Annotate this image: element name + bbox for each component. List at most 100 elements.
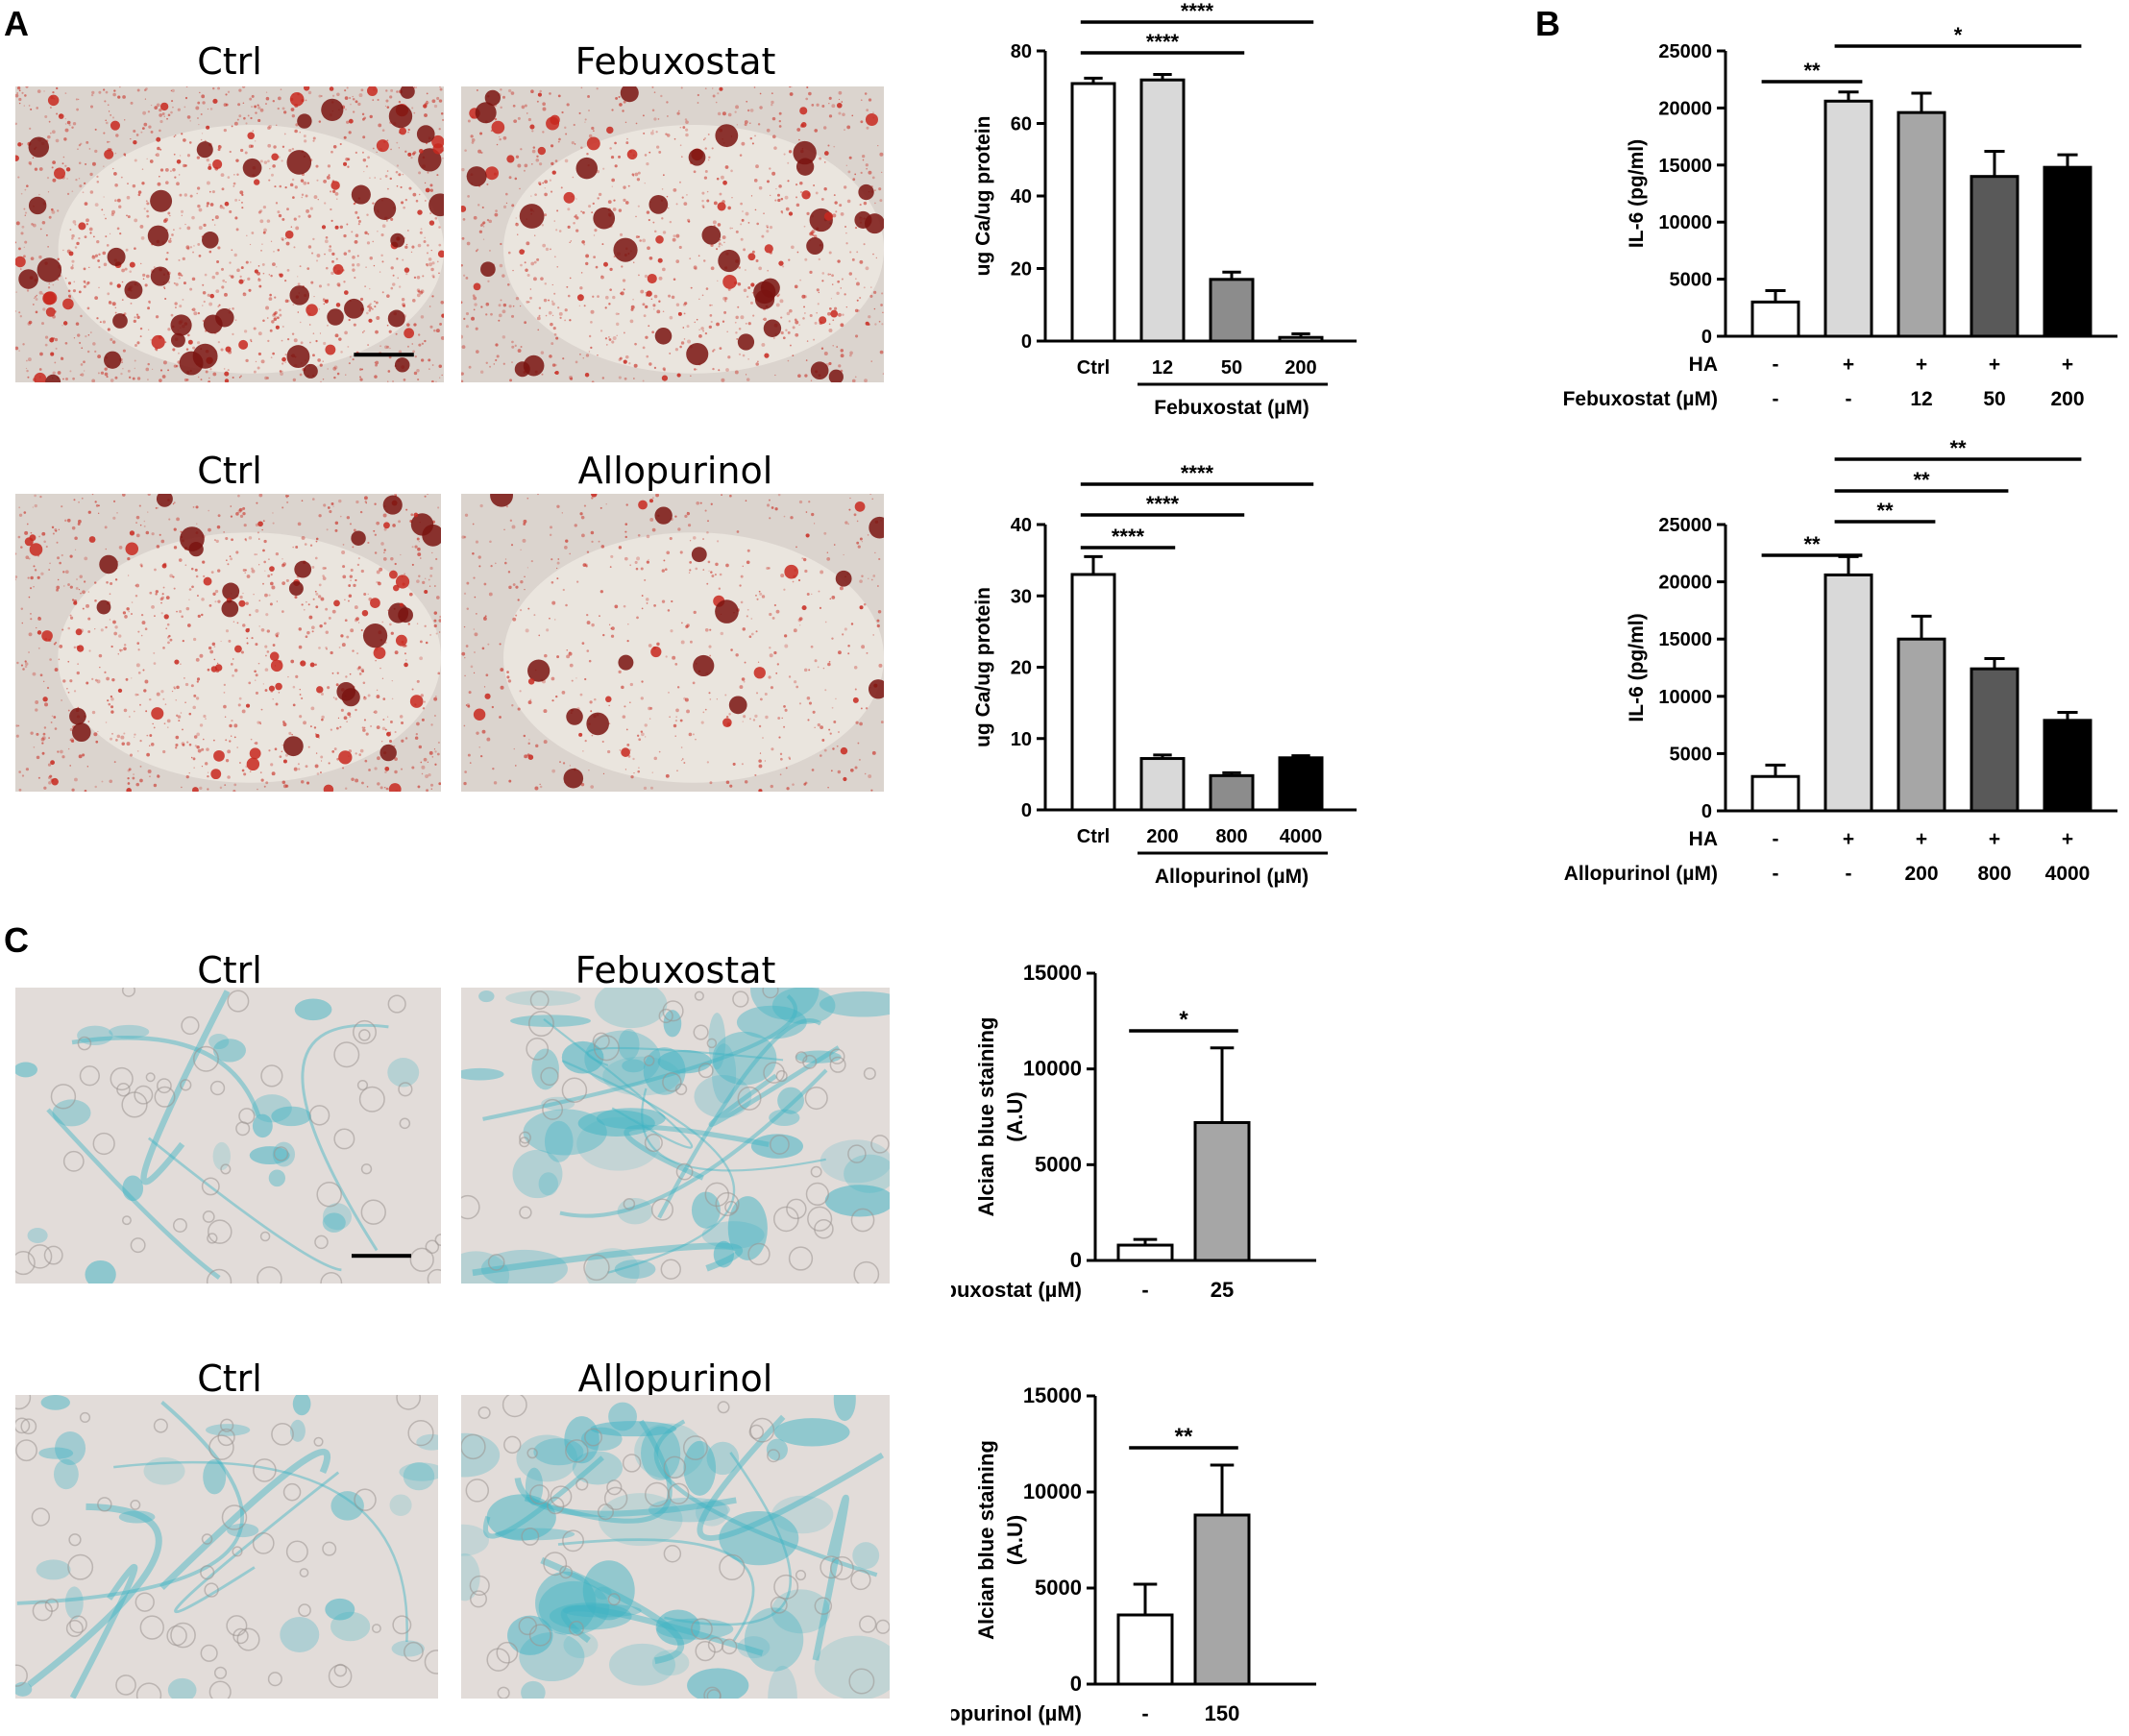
micrograph-speck	[69, 554, 73, 558]
micrograph-spot	[490, 494, 513, 507]
micrograph-spot	[270, 659, 283, 672]
micrograph-speck	[330, 208, 332, 211]
micrograph-speck	[499, 643, 502, 646]
micrograph-speck	[607, 200, 612, 204]
micrograph-spot	[297, 113, 312, 129]
micrograph-speck	[704, 627, 709, 632]
micrograph-speck	[209, 108, 213, 110]
micrograph-speck	[680, 341, 685, 345]
micrograph-speck	[536, 100, 539, 103]
micrograph-speck	[827, 311, 831, 316]
micrograph-speck	[375, 330, 379, 334]
micrograph-speck	[429, 183, 433, 187]
micrograph-vignette	[503, 125, 884, 374]
micrograph-speck	[375, 360, 379, 365]
micrograph-speck	[173, 229, 175, 231]
micrograph-spot	[399, 127, 407, 135]
micrograph-speck	[640, 289, 645, 294]
micrograph-spot	[343, 161, 348, 166]
micrograph-speck	[295, 674, 299, 678]
micrograph-cell	[465, 1479, 490, 1503]
micrograph-speck	[775, 303, 780, 307]
micrograph-speck	[179, 610, 183, 613]
micrograph-spot	[50, 760, 55, 766]
micrograph-speck	[747, 286, 751, 289]
micrograph-speck	[426, 100, 428, 103]
micrograph-stain	[719, 1510, 799, 1566]
micrograph-speck	[270, 173, 274, 177]
micrograph-spot	[99, 554, 118, 575]
y-tick-label: 40	[1011, 186, 1032, 208]
micrograph-speck	[417, 378, 420, 381]
micrograph-speck	[594, 229, 598, 232]
scale-bar	[351, 1254, 411, 1259]
micrograph-speck	[242, 568, 246, 572]
micrograph-speck	[673, 187, 677, 192]
micrograph-speck	[508, 585, 512, 590]
y-tick-label: 5000	[1035, 1576, 1082, 1600]
micrograph-speck	[486, 183, 489, 185]
micrograph-speck	[281, 558, 283, 560]
micrograph-speck	[96, 180, 100, 183]
micrograph-speck	[624, 556, 628, 561]
micrograph-speck	[185, 775, 189, 779]
micrograph-speck	[262, 549, 265, 552]
micrograph-speck	[696, 318, 698, 321]
micrograph-speck	[479, 132, 483, 135]
micrograph-speck	[569, 319, 572, 322]
micrograph-speck	[586, 649, 590, 652]
micrograph-speck	[247, 277, 251, 281]
y-tick-label: 10000	[1658, 687, 1712, 708]
micrograph-speck	[298, 627, 302, 631]
micrograph-speck	[717, 92, 720, 95]
micrograph-speck	[63, 585, 65, 587]
micrograph-label: Ctrl	[197, 1357, 262, 1400]
micrograph-speck	[742, 210, 744, 212]
micrograph-speck	[168, 634, 171, 638]
micrograph-speck	[562, 588, 565, 592]
micrograph-cell	[662, 1072, 682, 1092]
micrograph-spot	[390, 232, 405, 248]
group-label: Febuxostat (µM)	[1154, 397, 1309, 419]
micrograph-speck	[567, 294, 571, 298]
micrograph-speck	[848, 354, 852, 357]
micrograph-speck	[857, 308, 860, 312]
micrograph-speck	[356, 255, 359, 257]
micrograph-speck	[263, 160, 268, 164]
micrograph-speck	[147, 362, 150, 366]
micrograph-speck	[288, 148, 292, 153]
micrograph-speck	[485, 302, 490, 306]
micrograph-speck	[718, 369, 721, 372]
micrograph-speck	[879, 199, 883, 203]
x-tick-label: 200	[1285, 357, 1316, 379]
micrograph-speck	[683, 338, 686, 340]
micrograph-speck	[328, 174, 330, 177]
micrograph-speck	[191, 585, 194, 589]
micrograph-speck	[320, 755, 324, 759]
micrograph-speck	[870, 789, 873, 792]
micrograph-stain	[736, 1005, 807, 1039]
micrograph-speck	[229, 307, 231, 310]
micrograph-spot	[176, 159, 182, 164]
micrograph-speck	[94, 350, 97, 353]
micrograph-spot	[49, 337, 55, 343]
micrograph-speck	[367, 694, 371, 697]
micrograph-speck	[364, 759, 368, 763]
micrograph-speck	[413, 323, 417, 327]
micrograph-speck	[461, 167, 465, 172]
micrograph-speck	[618, 155, 621, 159]
micrograph-speck	[111, 677, 115, 682]
micrograph-speck	[201, 613, 204, 617]
micrograph-speck	[234, 198, 238, 202]
micrograph-speck	[804, 781, 808, 785]
micrograph-speck	[106, 376, 109, 379]
micrograph-speck	[17, 535, 21, 539]
micrograph-spot	[334, 225, 339, 230]
micrograph-speck	[207, 774, 209, 778]
micrograph-speck	[763, 317, 767, 322]
micrograph-speck	[837, 770, 842, 774]
micrograph-cell	[528, 1624, 551, 1647]
micrograph-speck	[372, 147, 375, 150]
